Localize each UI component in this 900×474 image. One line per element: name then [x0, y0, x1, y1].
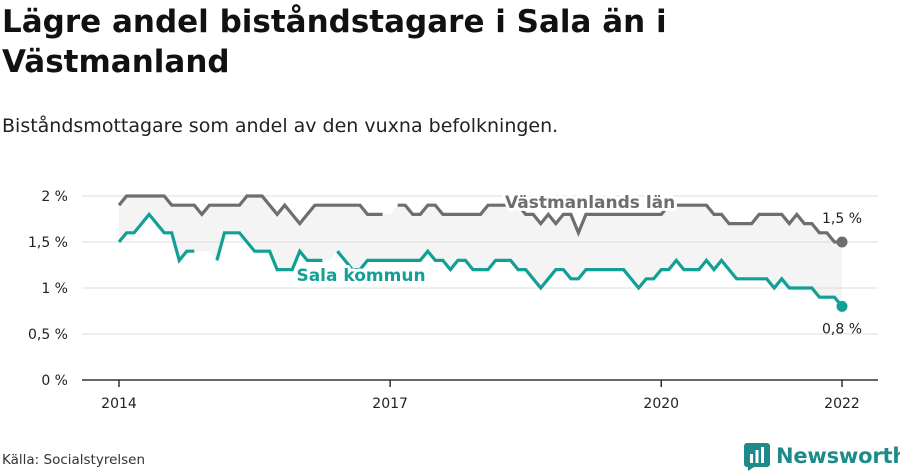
- y-tick-label: 1 %: [41, 281, 68, 297]
- line-chart: 0 % 0,5 % 1 % 1,5 % 2 % 2014 2017 2020 2022 Väst…: [28, 189, 878, 412]
- brand-logo[interactable]: Newsworthy: [744, 439, 900, 473]
- y-tick-label: 0 %: [41, 373, 68, 389]
- series-label-halo: Sala kommun: [296, 266, 425, 286]
- source-note: Källa: Socialstyrelsen: [2, 452, 146, 468]
- series-label: Sala kommun: [296, 266, 425, 286]
- series-line: [117, 211, 195, 264]
- x-tick-label: 2020: [643, 396, 679, 412]
- series-lines: [117, 194, 848, 312]
- x-tick-label: 2014: [101, 396, 137, 412]
- gridlines: 0 % 0,5 % 1 % 1,5 % 2 % 2014 2017 2020 2022: [28, 189, 878, 412]
- brand-name: Newsworthy: [776, 444, 900, 468]
- end-point: [836, 236, 848, 248]
- series-label-halo: Västmanlands län: [505, 193, 675, 213]
- y-tick-label: 0,5 %: [28, 327, 68, 343]
- y-tick-label: 1,5 %: [28, 235, 68, 251]
- end-value-label: 1,5 %: [822, 211, 862, 227]
- chart-subtitle: Biståndsmottagare som andel av den vuxna…: [2, 115, 559, 137]
- series-label: Västmanlands län: [505, 193, 675, 213]
- series-line: [117, 194, 383, 227]
- chart-title: Lägre andel biståndstagare i Sala än i V…: [2, 4, 667, 80]
- x-tick-label: 2017: [372, 396, 408, 412]
- series-line: [336, 248, 844, 308]
- end-value-label: 0,8 %: [822, 321, 862, 337]
- x-tick-label: 2022: [824, 396, 860, 412]
- y-tick-label: 2 %: [41, 189, 68, 205]
- series-line: [215, 231, 323, 272]
- series-line: [397, 203, 842, 244]
- end-point: [836, 300, 848, 312]
- bar-chart-logo-icon: [744, 443, 770, 471]
